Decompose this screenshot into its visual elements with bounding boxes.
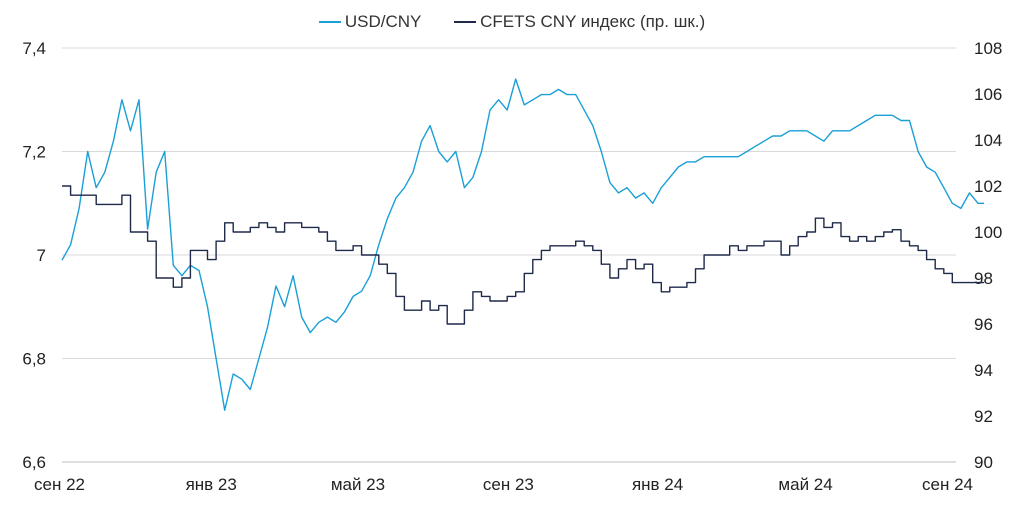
- left-axis-tick-label: 7,2: [22, 143, 46, 162]
- right-axis-tick-label: 94: [974, 361, 993, 380]
- right-axis-tick-label: 98: [974, 269, 993, 288]
- series-cfets-line: [62, 185, 985, 325]
- x-axis-tick-label: май 24: [778, 475, 832, 494]
- x-axis-tick-label: сен 22: [34, 475, 85, 494]
- left-axis-tick-label: 6,6: [22, 453, 46, 472]
- legend-label-usd-cny: USD/CNY: [344, 12, 422, 31]
- right-axis-tick-label: 92: [974, 407, 993, 426]
- legend-item-cfets: CFETS CNY индекс (пр. шк.): [454, 12, 705, 32]
- x-axis: сен 22 янв 23 май 23 сен 23 янв 24 май 24 сен …: [34, 475, 973, 494]
- left-axis-tick-label: 7: [37, 246, 46, 265]
- left-axis-tick-label: 6,8: [22, 350, 46, 369]
- right-axis-tick-label: 100: [974, 223, 1002, 242]
- legend-swatch-cfets: [454, 21, 477, 23]
- series-lines: [61, 78, 985, 411]
- right-axis-tick-label: 96: [974, 315, 993, 334]
- x-axis-tick-label: сен 23: [483, 475, 534, 494]
- right-axis-tick-label: 108: [974, 39, 1002, 58]
- right-axis-tick-label: 106: [974, 85, 1002, 104]
- left-axis-tick-label: 7,4: [22, 39, 46, 58]
- x-axis-tick-label: янв 23: [186, 475, 237, 494]
- right-axis: 90 92 94 96 98 100 102 104 106 108: [974, 39, 1002, 472]
- right-axis-tick-label: 104: [974, 131, 1002, 150]
- right-axis-tick-label: 90: [974, 453, 993, 472]
- legend: USD/CNY CFETS CNY индекс (пр. шк.): [0, 8, 1024, 32]
- series-usd-cny-line: [61, 78, 985, 411]
- left-axis: 6,6 6,8 7 7,2 7,4: [22, 39, 46, 472]
- legend-swatch-usd-cny: [318, 21, 341, 23]
- grid-lines: [62, 47, 956, 463]
- x-axis-tick-label: май 23: [331, 475, 385, 494]
- x-axis-tick-label: сен 24: [922, 475, 973, 494]
- legend-item-usd-cny: USD/CNY: [318, 12, 422, 32]
- legend-label-cfets: CFETS CNY индекс (пр. шк.): [480, 12, 706, 31]
- x-axis-tick-label: янв 24: [632, 475, 683, 494]
- right-axis-tick-label: 102: [974, 177, 1002, 196]
